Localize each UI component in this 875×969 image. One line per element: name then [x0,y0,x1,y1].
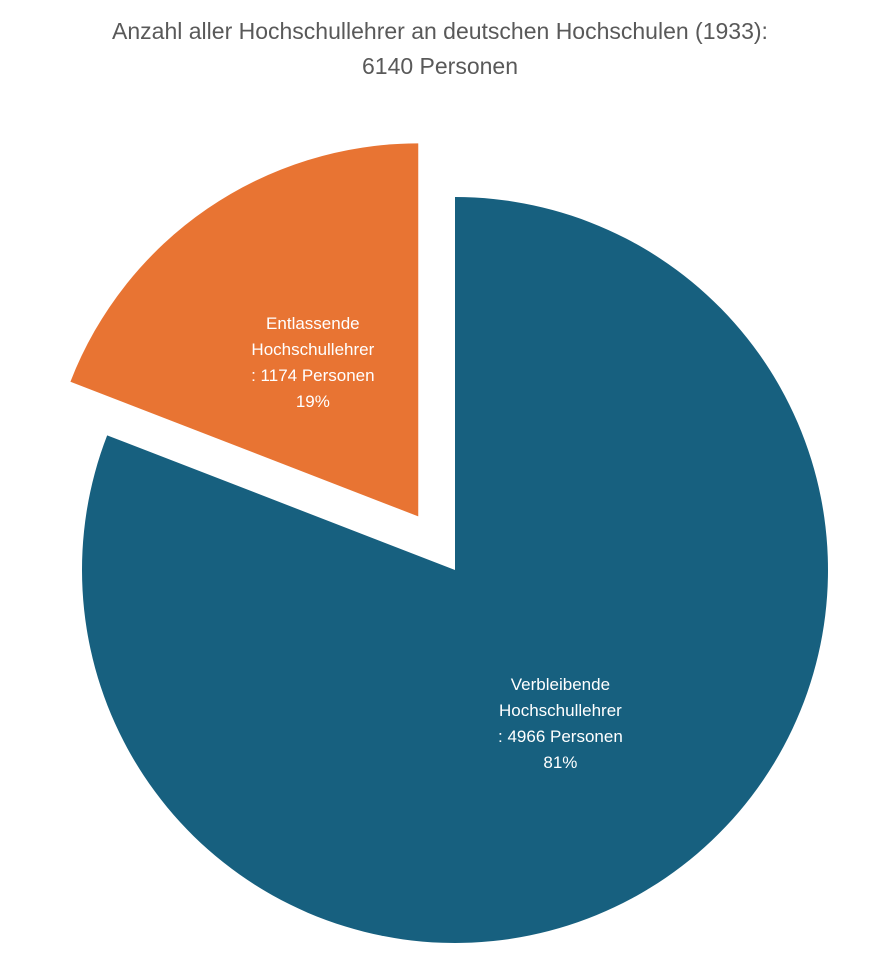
slice-label: Verbleibende Hochschullehrer : 4966 Perso… [470,672,650,776]
pie-slice [70,143,419,517]
title: Anzahl aller Hochschullehrer an deutsche… [112,18,768,44]
slice-percent: 19% [295,391,330,411]
chart-title: Anzahl aller Hochschullehrer an deutsche… [80,14,800,84]
slice-category: Verbleibende Hochschullehrer [498,674,622,720]
pie-slice [81,197,828,944]
slice-category: Entlassende Hochschullehrer [251,313,375,359]
slice-value: : 4966 Personen [498,726,623,746]
slice-value: : 1174 Personen [251,365,375,385]
slice-percent: 81% [543,752,578,772]
slice-label: Entlassende Hochschullehrer : 1174 Person… [223,311,403,415]
subtitle: 6140 Personen [361,53,518,79]
